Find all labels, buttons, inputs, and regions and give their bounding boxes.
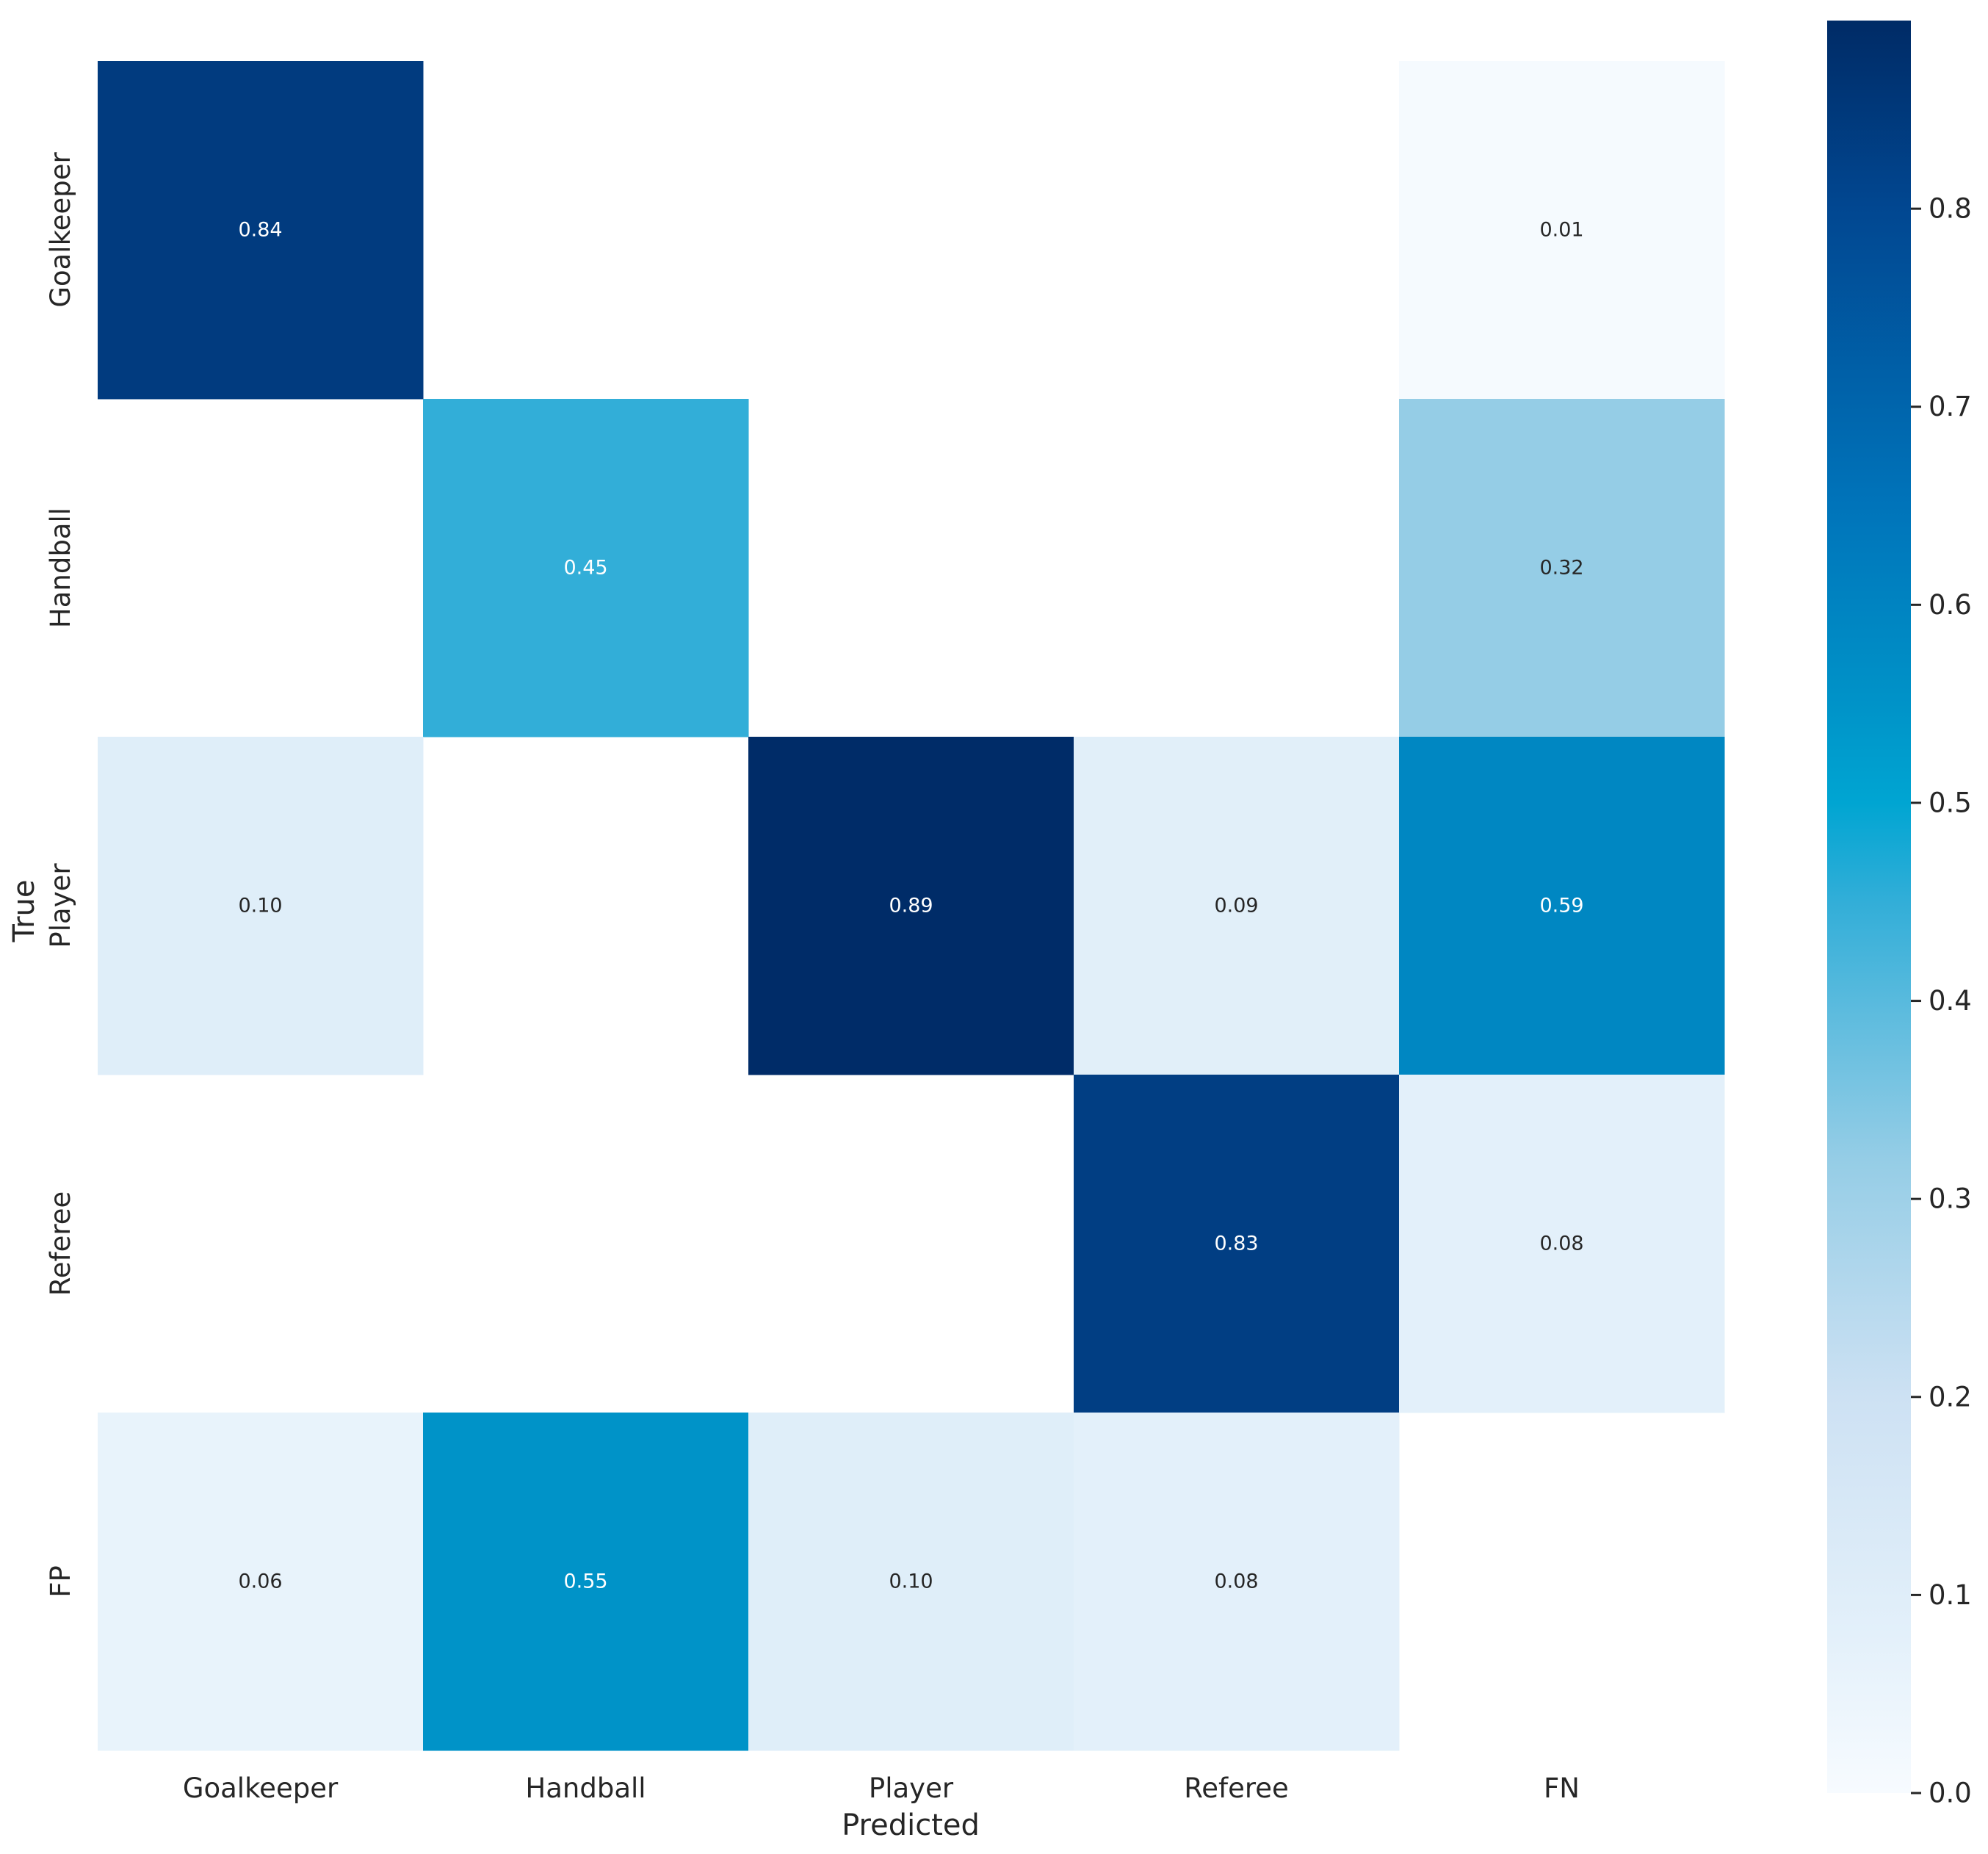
colorbar-gradient-bar [1827,21,1911,1793]
x-tick-label: Player [869,1772,954,1804]
heatmap-cell [748,1413,1074,1751]
heatmap-cell [423,1413,749,1751]
colorbar-tick-label: 0.3 [1929,1183,1972,1215]
heatmap-cell-value-label: 0.08 [1214,1570,1258,1593]
colorbar-tick-label: 0.0 [1929,1778,1972,1809]
colorbar-tick-label: 0.1 [1929,1579,1972,1611]
x-tick-label: Referee [1184,1772,1289,1804]
heatmap-cell [1399,1075,1725,1413]
heatmap-cell [1399,61,1725,400]
x-axis-tick-labels: Goalkeeper Handball Player Referee FN [183,1772,1580,1804]
colorbar-tick-label: 0.6 [1929,589,1972,621]
heatmap-cell-value-label: 0.59 [1539,895,1583,917]
colorbar-tick-label: 0.8 [1929,193,1972,225]
heatmap-cell-value-label: 0.32 [1539,557,1583,580]
heatmap-cell [98,737,424,1075]
heatmap-cell-value-label: 0.84 [238,219,282,242]
heatmap-cell-value-label: 0.45 [563,557,607,580]
heatmap-cells [98,61,1725,1751]
heatmap-cell-value-label: 0.89 [889,895,933,917]
colorbar-tick-label: 0.4 [1929,985,1972,1017]
heatmap-cell [423,399,749,737]
y-tick-label: Referee [45,1191,76,1296]
heatmap-cell-value-label: 0.09 [1214,895,1258,917]
heatmap-cell [1399,737,1725,1075]
heatmap-cell-labels: 0.84 0.01 0.45 0.32 0.10 0.89 0.09 0.59 0.83 0.08… [238,219,1583,1593]
y-axis-title: True [7,880,41,943]
heatmap-cell-value-label: 0.55 [563,1570,607,1593]
heatmap-cell [1074,1075,1400,1413]
heatmap-cell-value-label: 0.08 [1539,1233,1583,1255]
y-tick-label: Handball [45,508,76,628]
heatmap-cell-value-label: 0.83 [1214,1233,1258,1255]
y-tick-label: Player [45,863,76,948]
colorbar-tick-label: 0.7 [1929,391,1972,422]
heatmap-cell-value-label: 0.10 [889,1570,933,1593]
colorbar: 0.0 0.1 0.2 0.3 0.4 0.5 0.6 0.7 0.8 [1827,21,1972,1809]
heatmap-cell-value-label: 0.06 [238,1570,282,1593]
heatmap-cell [1074,737,1400,1075]
colorbar-ticks: 0.0 0.1 0.2 0.3 0.4 0.5 0.6 0.7 0.8 [1911,193,1972,1809]
x-axis-title: Predicted [842,1808,980,1842]
colorbar-tick-label: 0.2 [1929,1381,1972,1413]
heatmap-cell [748,737,1074,1075]
heatmap-cell-value-label: 0.10 [238,895,282,917]
x-tick-label: Goalkeeper [183,1772,339,1804]
y-tick-label: FP [45,1565,76,1598]
y-axis-tick-labels: Goalkeeper Handball Player Referee FP [45,152,76,1598]
heatmap-cell [98,1413,424,1751]
y-tick-label: Goalkeeper [45,152,76,308]
colorbar-tick-label: 0.5 [1929,787,1972,818]
x-tick-label: Handball [525,1772,646,1804]
heatmap-cell [1074,1413,1400,1751]
heatmap-cell [98,61,424,400]
x-tick-label: FN [1544,1772,1580,1804]
heatmap-cell [1399,399,1725,737]
heatmap-cell-value-label: 0.01 [1539,219,1583,242]
